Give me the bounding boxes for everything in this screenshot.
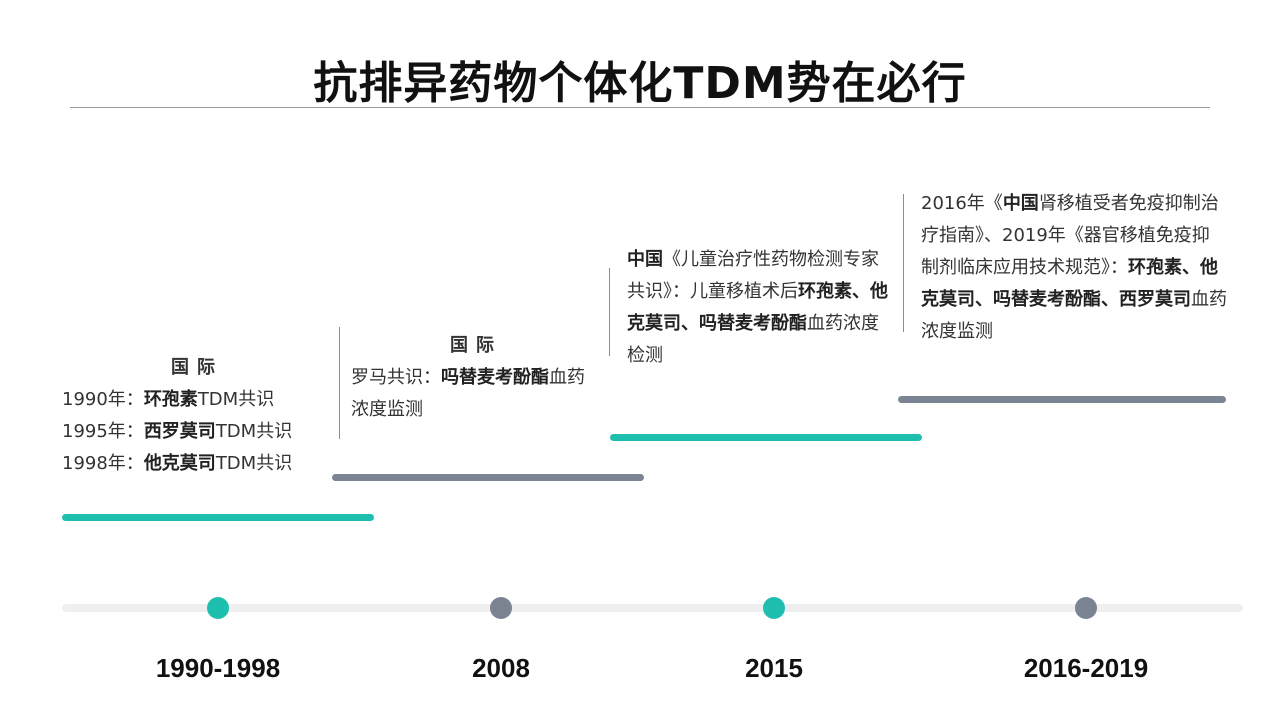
slide-title: 抗排异药物个体化TDM势在必行 xyxy=(313,58,967,109)
rome-consensus-text: 罗马共识：吗替麦考酚酯血药浓度监测 xyxy=(351,367,585,420)
consensus-line-1990: 1990年：环孢素TDM共识 xyxy=(62,389,275,410)
timeline-track xyxy=(62,604,1243,612)
divider-2008 xyxy=(339,327,340,439)
period-bar-2015 xyxy=(610,434,922,441)
title-underline xyxy=(70,107,1210,108)
timeline-dot-2016-2019 xyxy=(1075,597,1097,619)
timeline-dot-2015 xyxy=(763,597,785,619)
period-2008-text: 国际 罗马共识：吗替麦考酚酯血药浓度监测 xyxy=(351,330,601,426)
period-2016-2019-text: 2016年《中国肾移植受者免疫抑制治疗指南》、2019年《器官移植免疫抑制剂临床… xyxy=(921,193,1227,342)
period-2015-text: 中国《儿童治疗性药物检测专家共识》：儿童移植术后环孢素、他克莫司、吗替麦考酚酯血… xyxy=(627,249,888,366)
period-1990-1998-text: 国际 1990年：环孢素TDM共识 1995年：西罗莫司TDM共识 1998年：… xyxy=(62,352,332,480)
consensus-line-1995: 1995年：西罗莫司TDM共识 xyxy=(62,421,293,442)
divider-2016-2019 xyxy=(903,194,904,332)
year-label-1990-1998: 1990-1998 xyxy=(155,653,281,683)
period-heading: 国际 xyxy=(450,335,502,356)
year-label-2008: 2008 xyxy=(472,653,530,683)
period-bar-2016-2019 xyxy=(898,396,1226,403)
year-label-2015: 2015 xyxy=(745,653,803,683)
period-bar-2008 xyxy=(332,474,644,481)
period-heading: 国际 xyxy=(171,357,223,378)
consensus-line-1998: 1998年：他克莫司TDM共识 xyxy=(62,453,293,474)
year-label-2016-2019: 2016-2019 xyxy=(1023,653,1149,683)
period-bar-1990-1998 xyxy=(62,514,374,521)
timeline-dot-2008 xyxy=(490,597,512,619)
timeline-dot-1990-1998 xyxy=(207,597,229,619)
divider-2015 xyxy=(609,268,610,356)
